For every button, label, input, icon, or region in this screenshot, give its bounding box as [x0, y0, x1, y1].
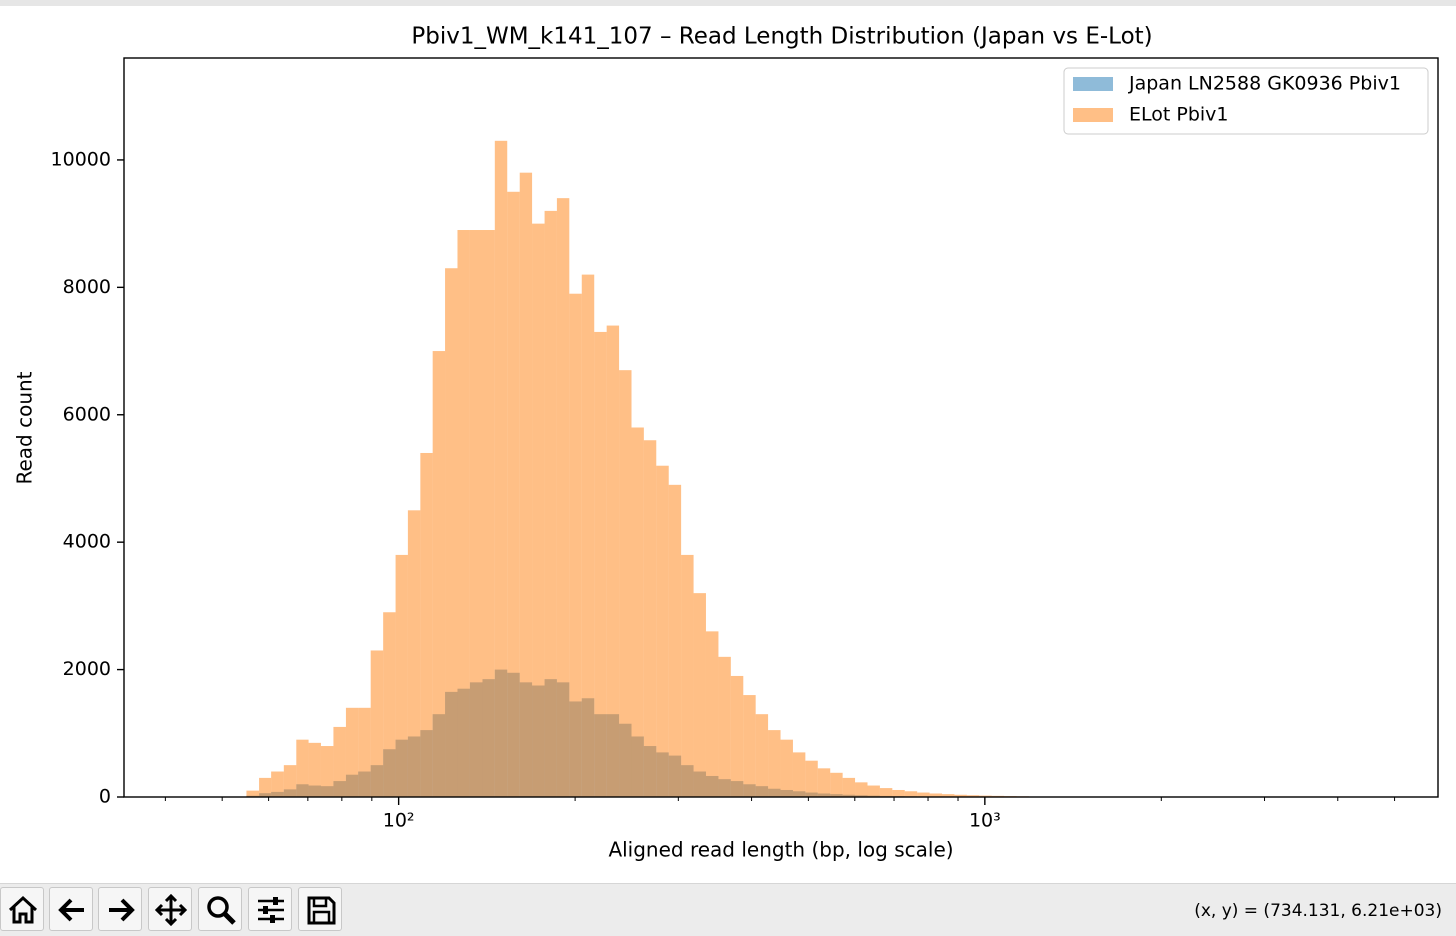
- histogram-bar: [979, 795, 992, 797]
- bars-layer: [246, 140, 1054, 798]
- figure: Pbiv1_WM_k141_107 – Read Length Distribu…: [12, 23, 1439, 862]
- legend-swatch: [1073, 77, 1113, 91]
- histogram-bar: [879, 788, 893, 797]
- legend: Japan LN2588 GK0936 Pbiv1 ELot Pbiv1: [1063, 67, 1429, 135]
- histogram-bar: [780, 739, 793, 797]
- histogram-bar: [619, 370, 632, 797]
- back-icon: [58, 898, 84, 922]
- histogram-bar: [532, 223, 545, 797]
- histogram-bar: [358, 707, 371, 797]
- histogram-bar: [246, 790, 260, 797]
- save-button[interactable]: [298, 887, 342, 931]
- back-button[interactable]: [49, 887, 93, 931]
- histogram-bar: [469, 230, 483, 798]
- configure-icon: [258, 897, 284, 923]
- forward-button[interactable]: [98, 887, 142, 931]
- x-axis-label: Aligned read length (bp, log scale): [608, 838, 953, 862]
- histogram-bar: [507, 191, 520, 797]
- histogram-bar: [743, 695, 756, 797]
- histogram-bar: [581, 274, 595, 797]
- window-top-edge: [0, 0, 1456, 6]
- histogram-bar: [420, 452, 433, 797]
- legend-label: Japan LN2588 GK0936 Pbiv1: [1128, 73, 1401, 95]
- zoom-icon: [207, 896, 236, 925]
- histogram-bar: [333, 726, 346, 797]
- histogram-bar: [681, 554, 694, 797]
- histogram-bar: [942, 794, 955, 797]
- pan-icon: [155, 894, 187, 926]
- histogram-bar: [494, 140, 508, 797]
- histogram-bar: [917, 792, 930, 797]
- histogram-bar: [830, 772, 843, 797]
- forward-icon: [109, 898, 135, 922]
- histogram-bar: [718, 656, 731, 797]
- histogram-bar: [407, 510, 421, 797]
- y-tick-label: 10000: [51, 148, 111, 170]
- x-tick-label: 10²: [383, 810, 415, 832]
- chart-title: Pbiv1_WM_k141_107 – Read Length Distribu…: [411, 24, 1152, 50]
- histogram-bar: [705, 631, 719, 797]
- histogram-bar: [867, 785, 880, 797]
- histogram-bar: [482, 230, 495, 798]
- histogram-bar: [842, 777, 856, 797]
- histogram-bar: [929, 793, 943, 797]
- histogram-bar: [283, 765, 297, 797]
- histogram-bar: [817, 768, 831, 797]
- histogram-bar: [904, 791, 918, 797]
- histogram-bar: [656, 465, 669, 797]
- x-tick-label: 10³: [969, 810, 1001, 832]
- histogram-bar: [606, 325, 620, 797]
- histogram-bar: [730, 675, 744, 797]
- histogram-bar: [855, 782, 868, 797]
- histogram-bar: [556, 198, 570, 798]
- y-tick-label: 2000: [63, 658, 111, 680]
- home-button[interactable]: [0, 887, 44, 931]
- home-icon: [8, 895, 38, 924]
- axes-frame: [123, 57, 1439, 798]
- y-tick-label: 0: [99, 786, 111, 808]
- histogram-bar: [271, 771, 284, 797]
- histogram-bar: [594, 331, 607, 797]
- save-icon: [307, 896, 336, 925]
- histogram-bar: [432, 351, 446, 797]
- histogram-bar: [395, 554, 408, 797]
- histogram-bar: [370, 650, 384, 797]
- histogram-bar: [445, 268, 458, 797]
- y-axis-label: Read count: [13, 371, 37, 484]
- histogram-bar: [768, 730, 781, 797]
- histogram-bar: [693, 593, 706, 797]
- histogram-bar: [519, 172, 533, 797]
- y-tick-label: 6000: [63, 403, 111, 425]
- histogram-bar: [296, 739, 309, 797]
- histogram-bar: [668, 484, 682, 797]
- y-tick-label: 4000: [63, 531, 111, 553]
- histogram-bar: [792, 752, 806, 797]
- histogram-bar: [457, 230, 470, 798]
- histogram-bar: [954, 794, 967, 797]
- histogram-bar: [755, 714, 769, 797]
- histogram-bar: [259, 777, 272, 797]
- legend-swatch: [1073, 108, 1113, 122]
- legend-box: [1063, 67, 1429, 135]
- cursor-status: (x, y) = (734.131, 6.21e+03): [1194, 901, 1442, 921]
- configure-button[interactable]: [248, 887, 292, 931]
- histogram-bar: [631, 427, 644, 797]
- histogram-bar: [569, 293, 582, 797]
- legend-label: ELot Pbiv1: [1129, 104, 1229, 126]
- pan-button[interactable]: [148, 887, 192, 931]
- histogram-bar: [643, 440, 657, 797]
- histogram-bar: [892, 789, 905, 797]
- histogram-bar: [320, 746, 334, 797]
- histogram-bar: [308, 742, 321, 797]
- histogram-bar: [966, 795, 980, 797]
- histogram-bar: [345, 707, 359, 797]
- histogram-bar: [805, 760, 818, 797]
- toolbar: (x, y) = (734.131, 6.21e+03): [0, 883, 1456, 936]
- y-tick-label: 8000: [63, 276, 111, 298]
- histogram-bar: [383, 612, 396, 797]
- zoom-button[interactable]: [198, 887, 242, 931]
- histogram-bar: [544, 210, 557, 797]
